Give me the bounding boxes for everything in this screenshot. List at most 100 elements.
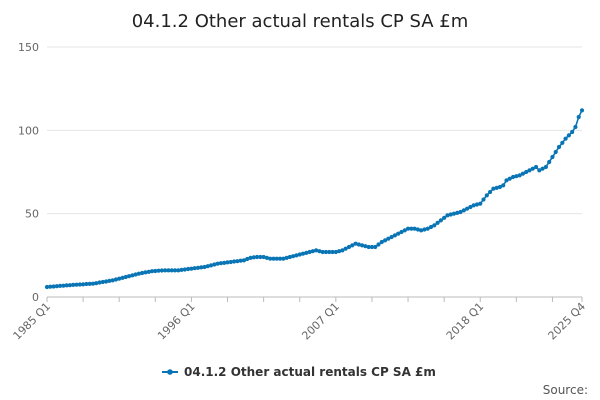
data-point[interactable] [143,270,148,275]
data-point[interactable] [540,166,545,171]
data-point[interactable] [573,124,578,130]
data-point[interactable] [317,249,322,254]
data-point[interactable] [366,244,371,250]
data-point[interactable] [553,149,558,155]
data-point[interactable] [340,248,345,253]
data-point[interactable] [166,268,171,273]
data-point[interactable] [442,215,447,220]
data-point[interactable] [570,129,575,135]
data-point[interactable] [491,186,496,191]
data-point[interactable] [547,159,552,165]
data-point[interactable] [478,201,483,206]
data-point[interactable] [409,226,414,231]
data-point[interactable] [103,279,109,284]
data-point[interactable] [94,281,99,286]
data-point[interactable] [353,241,358,246]
data-point[interactable] [133,272,138,277]
data-point[interactable] [245,256,250,262]
data-point[interactable] [215,261,220,266]
data-point[interactable] [199,265,204,270]
data-point[interactable] [54,284,59,289]
data-point[interactable] [304,250,309,255]
data-point[interactable] [468,204,473,210]
data-point[interactable] [100,279,105,285]
data-point[interactable] [396,231,401,236]
data-point[interactable] [537,168,542,173]
data-point[interactable] [363,244,368,249]
data-point[interactable] [64,283,69,288]
data-point[interactable] [307,249,312,255]
data-point[interactable] [140,270,145,276]
data-point[interactable] [238,258,243,263]
data-point[interactable] [228,259,233,265]
data-point[interactable] [356,242,361,247]
data-point[interactable] [481,197,486,202]
data-point[interactable] [61,283,66,288]
data-point[interactable] [343,246,348,251]
data-point[interactable] [376,242,381,247]
data-point[interactable] [48,284,53,289]
data-point[interactable] [120,275,125,280]
data-point[interactable] [474,202,480,207]
data-point[interactable] [346,244,352,250]
data-point[interactable] [527,168,532,173]
data-point[interactable] [51,284,56,289]
data-point[interactable] [501,183,506,188]
data-point[interactable] [520,171,526,176]
data-point[interactable] [209,263,214,268]
data-point[interactable] [488,189,493,195]
data-point[interactable] [195,265,201,270]
data-point[interactable] [566,133,571,138]
data-point[interactable] [222,260,227,265]
data-point[interactable] [264,255,270,260]
data-point[interactable] [556,144,562,150]
data-point[interactable] [182,267,187,272]
data-point[interactable] [389,234,394,240]
data-point[interactable] [291,254,296,259]
data-point[interactable] [287,254,292,260]
data-point[interactable] [136,271,141,276]
data-point[interactable] [392,233,398,238]
data-point[interactable] [268,256,273,261]
data-point[interactable] [497,184,503,190]
data-point[interactable] [461,208,466,213]
data-point[interactable] [186,266,191,272]
data-point[interactable] [504,178,509,183]
data-point[interactable] [74,282,79,287]
data-point[interactable] [163,268,168,273]
data-point[interactable] [284,255,289,260]
data-point[interactable] [189,266,194,271]
data-point[interactable] [294,253,299,258]
data-point[interactable] [281,256,286,261]
data-point[interactable] [44,284,50,290]
data-point[interactable] [225,260,230,265]
data-point[interactable] [550,154,555,160]
data-point[interactable] [419,228,424,233]
data-point[interactable] [218,261,224,266]
data-point[interactable] [248,255,253,260]
data-point[interactable] [458,209,463,215]
data-point[interactable] [333,249,338,255]
data-point[interactable] [432,223,437,228]
data-point[interactable] [514,174,519,179]
data-point[interactable] [146,269,151,274]
data-point[interactable] [67,283,73,288]
data-point[interactable] [530,166,535,171]
data-point[interactable] [386,236,391,241]
data-point[interactable] [517,173,522,178]
data-point[interactable] [412,226,417,231]
data-point[interactable] [156,268,161,273]
data-point[interactable] [71,282,76,287]
data-point[interactable] [231,259,237,264]
data-point[interactable] [172,268,178,273]
data-point[interactable] [202,264,207,270]
data-point[interactable] [261,254,266,260]
data-point[interactable] [212,262,217,267]
data-point[interactable] [422,227,427,232]
data-point[interactable] [510,174,516,180]
data-point[interactable] [117,276,122,281]
data-point[interactable] [359,243,365,248]
data-point[interactable] [399,229,404,235]
data-point[interactable] [314,248,319,253]
data-point[interactable] [576,114,581,120]
